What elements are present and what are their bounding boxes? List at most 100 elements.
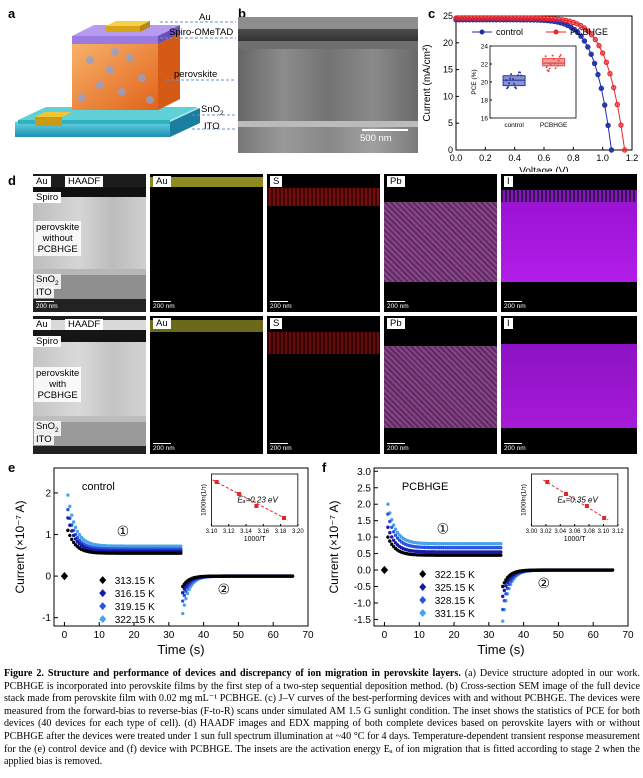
data-point xyxy=(618,122,624,128)
y-tick-label: 0.0 xyxy=(357,566,371,577)
y-tick-label: 0.5 xyxy=(357,549,371,560)
data-point xyxy=(181,611,185,616)
x-tick-label: 1.2 xyxy=(626,153,639,163)
data-point xyxy=(388,531,392,535)
scale-bar: 200 nm xyxy=(387,443,409,452)
haadf-label-spiro: Spiro xyxy=(33,336,62,347)
data-point xyxy=(391,530,396,534)
layer-label-ito: ITO xyxy=(204,121,220,132)
haadf-label-ito: ITO xyxy=(34,434,54,445)
x-tick-label: 20 xyxy=(128,630,140,641)
box-point xyxy=(557,59,560,62)
figure-caption: Figure 2. Structure and performance of d… xyxy=(4,668,640,769)
legend-label: 322.15 K xyxy=(435,570,475,581)
data-point xyxy=(184,596,188,601)
legend-label: 316.15 K xyxy=(115,589,155,600)
panel-label-f: f xyxy=(322,460,327,475)
y-tick-label: 0 xyxy=(45,572,51,583)
x-tick-label: 60 xyxy=(588,630,600,641)
caption-body: (a) Device structure adopted in our work… xyxy=(4,668,640,768)
y-tick-label: 2 xyxy=(45,488,51,499)
data-point xyxy=(70,529,74,533)
x-tick-label: 0 xyxy=(382,630,388,641)
data-point xyxy=(71,520,76,524)
y-axis-label: Current (mA/cm²) xyxy=(422,44,433,121)
data-point xyxy=(71,533,76,538)
haadf-label-sno2: SnO2 xyxy=(34,274,61,289)
data-point xyxy=(179,551,183,555)
box-point xyxy=(510,73,513,76)
legend-label: 322.15 K xyxy=(115,615,155,626)
data-point xyxy=(68,533,72,538)
edx-map-i-pcbhge: I 200 nm xyxy=(501,316,637,454)
data-point xyxy=(588,51,594,57)
data-point xyxy=(591,60,598,67)
box-point xyxy=(552,57,555,60)
data-point xyxy=(181,599,185,603)
inset-data-point xyxy=(564,492,569,496)
inset-x-tick-label: 3.02 xyxy=(540,529,552,535)
y-tick-label: -1.5 xyxy=(354,615,372,626)
edx-label: Au xyxy=(153,318,171,329)
legend-marker xyxy=(419,570,427,579)
activation-energy-label: Eₐ=0.35 eV xyxy=(557,496,598,505)
data-point xyxy=(607,71,613,77)
legend-marker xyxy=(99,576,107,585)
box-point xyxy=(559,54,562,57)
haadf-image-control: Au HAADF Spiro perovskite without PCBHGE… xyxy=(33,174,146,312)
data-point xyxy=(182,603,187,607)
edx-label: Pb xyxy=(387,176,405,187)
y-tick-label: 3.0 xyxy=(357,467,371,478)
haadf-label-au: Au xyxy=(33,319,51,330)
x-tick-label: 0.4 xyxy=(508,153,521,163)
data-point xyxy=(499,550,503,554)
activation-energy-label: Eₐ=0.23 eV xyxy=(237,496,278,505)
inset-x-tick-label: control xyxy=(504,122,524,129)
haadf-label-sno2: SnO2 xyxy=(34,421,61,436)
edx-label: I xyxy=(504,318,513,329)
x-axis-label: Voltage (V) xyxy=(519,166,568,172)
inset-y-tick-label: 16 xyxy=(481,116,489,123)
caption-lead: Figure 2. Structure and performance of d… xyxy=(4,668,461,679)
inset-data-point xyxy=(214,480,219,484)
data-point xyxy=(588,32,595,38)
data-point xyxy=(71,540,76,545)
data-point xyxy=(386,512,390,516)
haadf-label-ito: ITO xyxy=(34,287,54,298)
edx-row-control: Au HAADF Spiro perovskite without PCBHGE… xyxy=(33,174,637,312)
edx-map-i-control: I 200 nm xyxy=(501,174,637,312)
x-tick-label: 50 xyxy=(553,630,565,641)
scale-bar: 200 nm xyxy=(504,443,526,452)
legend-label: 331.15 K xyxy=(435,609,475,620)
data-point xyxy=(393,533,398,538)
inset-x-tick-label: 3.18 xyxy=(275,529,287,535)
legend-label: 319.15 K xyxy=(115,602,155,613)
legend-label: control xyxy=(496,27,523,37)
edx-map-au-control: Au 200 nm xyxy=(150,174,263,312)
y-tick-label: -0.5 xyxy=(354,582,372,593)
data-point xyxy=(182,587,187,591)
data-point xyxy=(499,542,503,546)
jv-curve-chart: 0.0 0.2 0.4 0.6 0.8 1.0 1.2 0 5 10 15 20 25 Voltage (… xyxy=(422,11,639,172)
y-axis-label: Current (×10⁻⁷ A) xyxy=(327,500,341,593)
haadf-label-spiro: Spiro xyxy=(33,192,62,203)
inset-data-point xyxy=(545,480,550,484)
panel-label-a: a xyxy=(8,6,16,21)
panel-label-c: c xyxy=(428,6,436,21)
y-tick-label: 1.5 xyxy=(357,516,371,527)
data-point xyxy=(502,581,507,585)
data-point xyxy=(501,594,505,599)
x-tick-label: 70 xyxy=(622,630,634,641)
y-tick-label: -1 xyxy=(42,613,51,624)
sem-scale-bar: 500 nm xyxy=(360,133,392,144)
inset-x-tick-label: 3.16 xyxy=(257,529,269,535)
device-structure-diagram xyxy=(15,21,236,137)
y-tick-label: 25 xyxy=(443,11,453,21)
inset-y-tick-label: 18 xyxy=(481,98,489,105)
data-point xyxy=(393,527,398,531)
inset-y-tick-label: 24 xyxy=(481,44,489,51)
data-point xyxy=(581,25,588,31)
stage-annotation: ② xyxy=(538,575,551,591)
inset-y-label: PCE (%) xyxy=(471,69,478,94)
x-tick-label: 10 xyxy=(414,630,426,641)
